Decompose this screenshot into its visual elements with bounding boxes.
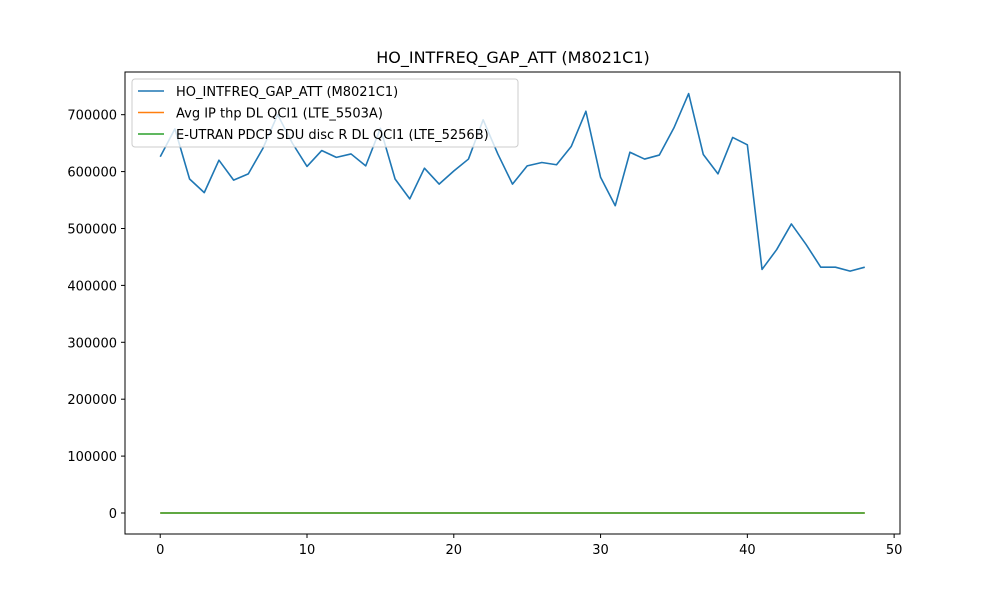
y-tick-label: 400000: [67, 279, 117, 294]
plot-frame: [124, 71, 901, 535]
x-tick-label: 20: [446, 543, 463, 558]
x-tick-label: 0: [156, 543, 164, 558]
legend-label: HO_INTFREQ_GAP_ATT (M8021C1): [176, 85, 398, 100]
x-tick-label: 50: [886, 543, 903, 558]
y-tick-label: 0: [109, 507, 117, 522]
legend-box: [131, 78, 519, 148]
legend: HO_INTFREQ_GAP_ATT (M8021C1) Avg IP thp D…: [131, 78, 519, 148]
x-tick-label: 30: [592, 543, 609, 558]
y-tick-label: 500000: [67, 222, 117, 237]
legend-label: Avg IP thp DL QCI1 (LTE_5503A): [176, 107, 383, 122]
y-tick-label: 200000: [67, 393, 117, 408]
x-tick-label: 40: [739, 543, 756, 558]
chart-title: HO_INTFREQ_GAP_ATT (M8021C1): [376, 48, 650, 68]
y-tick-label: 100000: [67, 450, 117, 465]
y-tick-label: 300000: [67, 336, 117, 351]
plot-area: [159, 92, 865, 514]
x-tick-label: 10: [299, 543, 316, 558]
y-tick-label: 600000: [67, 166, 117, 181]
legend-label: E-UTRAN PDCP SDU disc R DL QCI1 (LTE_525…: [176, 128, 489, 143]
y-tick-label: 700000: [67, 109, 117, 124]
